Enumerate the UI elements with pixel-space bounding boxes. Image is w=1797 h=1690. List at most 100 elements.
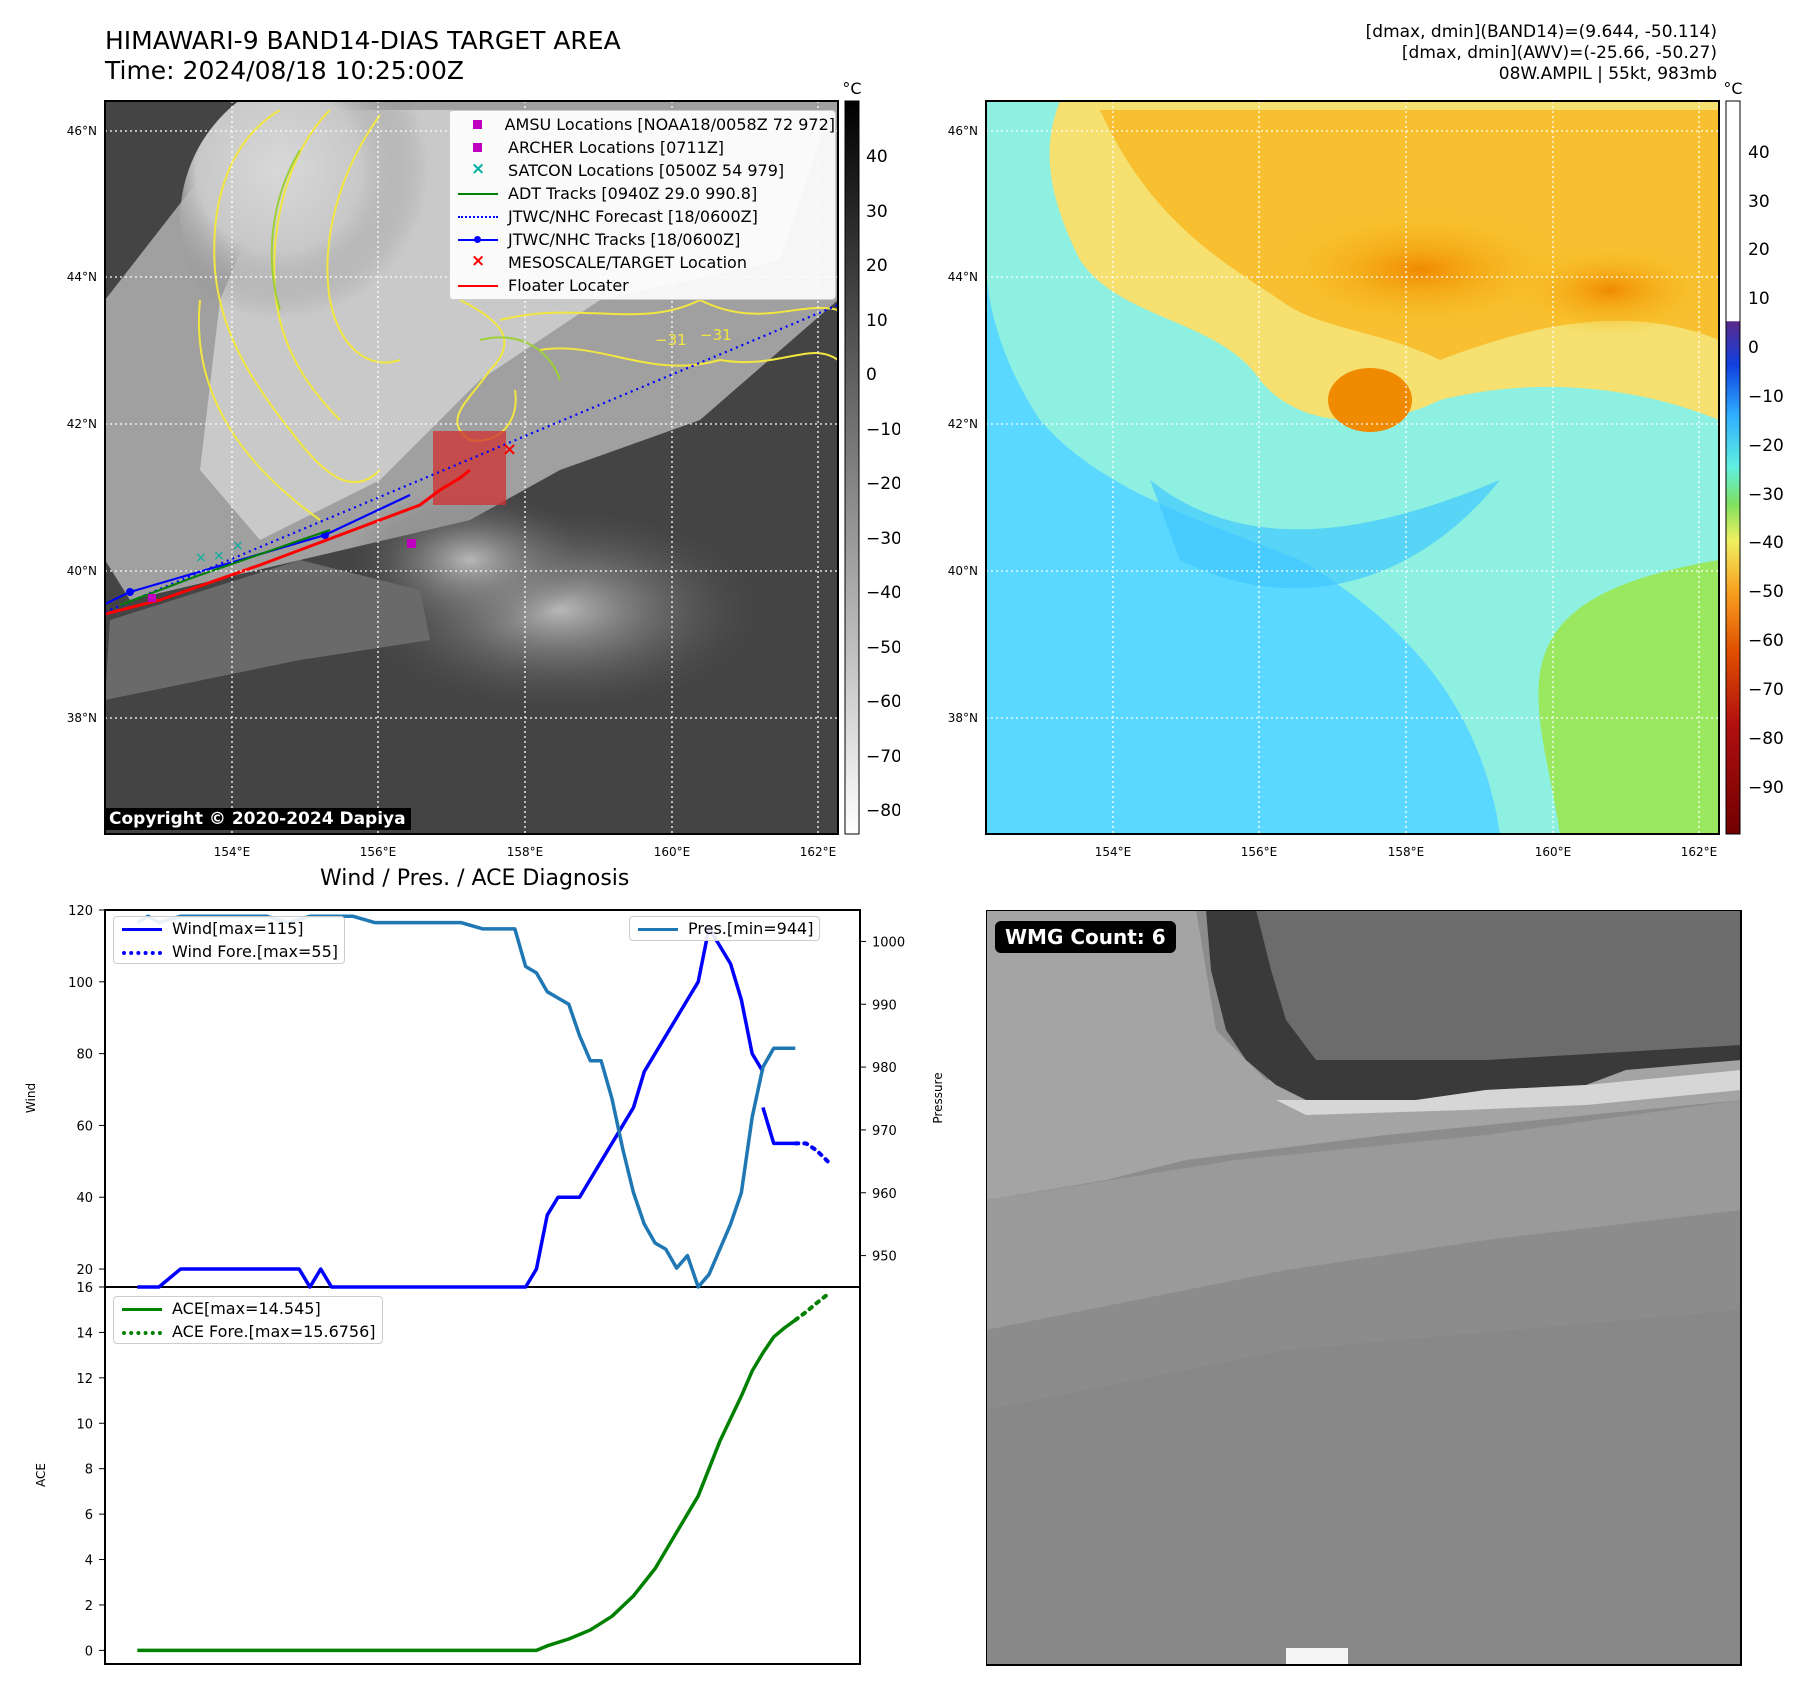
cbar-tick: 0 [1748, 338, 1759, 358]
copyright-label: Copyright © 2020-2024 Dapiya [104, 808, 411, 830]
map-legend-item: JTWC/NHC Forecast [18/0600Z] [450, 205, 835, 228]
tick-label: 0 [85, 1644, 93, 1659]
awv-lat-ticks: 46°N 44°N 42°N 40°N 38°N [948, 124, 978, 725]
ace-legend-label: ACE[max=14.545] [172, 1299, 321, 1318]
forecast-track [105, 303, 838, 614]
lat-tick: 46°N [67, 124, 97, 138]
awv-lon-ticks: 154°E 156°E 158°E 160°E 162°E [1095, 845, 1718, 859]
adt-track [119, 529, 331, 606]
wind-swatch [122, 922, 162, 936]
jtwc-track-point [126, 588, 134, 596]
tick-label: 990 [872, 998, 897, 1013]
legend-label: MESOSCALE/TARGET Location [508, 253, 747, 272]
cbar-tick: −50 [866, 638, 900, 658]
pres-legend: Pres.[min=944] [629, 916, 821, 941]
jtwc-track [105, 494, 411, 605]
wmg-bright-edge [1276, 1070, 1741, 1115]
wind-forecast-legend-label: Wind Fore.[max=55] [172, 942, 338, 961]
satcon-marker: × [213, 548, 225, 564]
lat-tick: 38°N [67, 711, 97, 725]
ir-tracks: × × × × [105, 303, 838, 616]
cbar-tick: −10 [1748, 387, 1784, 407]
legend-label: JTWC/NHC Tracks [18/0600Z] [508, 230, 741, 249]
legend-swatch [458, 187, 498, 201]
tick-label: 60 [76, 1119, 93, 1134]
pres-legend-label: Pres.[min=944] [688, 919, 814, 938]
ir-lon-ticks: 154°E 156°E 158°E 160°E 162°E [214, 845, 837, 859]
lat-tick: 44°N [948, 270, 978, 284]
tick-label: 8 [85, 1463, 93, 1478]
lon-tick: 162°E [1681, 845, 1718, 859]
pressure-series [136, 914, 796, 1289]
map-legend-item: JTWC/NHC Tracks [18/0600Z] [450, 228, 835, 251]
wind-axis-label: Wind [24, 1083, 38, 1113]
lat-tick: 44°N [67, 270, 97, 284]
cbar-tick: −20 [866, 474, 900, 494]
target-marker: × [502, 439, 517, 460]
awv-colorbar-unit: °C [1723, 79, 1742, 98]
contour-label: −31 [655, 331, 687, 349]
legend-label: AMSU Locations [NOAA18/0058Z 72 972] [504, 115, 835, 134]
legend-swatch [458, 141, 498, 155]
lat-tick: 42°N [67, 417, 97, 431]
ir-gridlines [105, 101, 838, 834]
floater-locater [105, 468, 471, 616]
cbar-tick: 20 [1748, 240, 1770, 260]
archer-marker [148, 594, 156, 602]
legend-label: Floater Locater [508, 276, 629, 295]
ace-swatch [122, 1302, 162, 1316]
legend-label: SATCON Locations [0500Z 54 979] [508, 161, 785, 180]
ace-forecast-swatch [122, 1325, 162, 1339]
map-legend-item: × SATCON Locations [0500Z 54 979] [450, 159, 835, 182]
map-legend: AMSU Locations [NOAA18/0058Z 72 972] ARCH… [449, 110, 836, 300]
cbar-tick: −20 [1748, 436, 1784, 456]
lat-tick: 38°N [948, 711, 978, 725]
chart-title: HIMAWARI-9 BAND14-DIAS TARGET AREA Time:… [105, 26, 621, 86]
lon-tick: 156°E [1241, 845, 1278, 859]
diagnosis-title: Wind / Pres. / ACE Diagnosis [320, 866, 630, 891]
amsu-marker [407, 539, 416, 548]
awv-gridlines [986, 101, 1719, 834]
tick-label: 1000 [872, 935, 905, 950]
wmg-bright-pixel [1286, 1648, 1348, 1664]
ir-map-frame [104, 100, 839, 835]
tick-label: 960 [872, 1187, 897, 1202]
tick-label: 120 [68, 904, 93, 919]
legend-swatch [458, 233, 498, 247]
title-line-2: Time: 2024/08/18 10:25:00Z [105, 56, 464, 85]
lat-tick: 46°N [948, 124, 978, 138]
cbar-tick: 40 [1748, 143, 1770, 163]
wmg-mid-band [986, 1100, 1741, 1330]
satcon-marker: × [195, 550, 207, 566]
lon-tick: 158°E [507, 845, 544, 859]
info-block: [dmax, dmin](BAND14)=(9.644, -50.114) [d… [1366, 22, 1717, 85]
awv-colorbar [1725, 100, 1741, 835]
wmg-gray-region [1256, 910, 1741, 1060]
ace-series [137, 1292, 830, 1653]
cbar-tick: −60 [866, 692, 900, 712]
pressure-ticks: 1000 990 980 970 960 950 [860, 935, 905, 1265]
tick-label: 980 [872, 1061, 897, 1076]
cbar-tick: 10 [1748, 289, 1770, 309]
cbar-tick: 20 [866, 256, 888, 276]
tick-label: 10 [76, 1417, 93, 1432]
awv-field [986, 101, 1719, 834]
map-legend-item: ADT Tracks [0940Z 29.0 990.8] [450, 182, 835, 205]
tick-label: 4 [85, 1554, 93, 1569]
cbar-tick: −70 [1748, 680, 1784, 700]
info-band14: [dmax, dmin](BAND14)=(9.644, -50.114) [1365, 22, 1717, 42]
ace-legend: ACE[max=14.545] ACE Fore.[max=15.6756] [113, 1296, 383, 1344]
tick-label: 16 [76, 1281, 93, 1296]
map-legend-item: ARCHER Locations [0711Z] [450, 136, 835, 159]
tick-label: 14 [76, 1326, 93, 1341]
cbar-tick: −50 [1748, 582, 1784, 602]
contour-label-2: −31 [700, 326, 732, 344]
wind-series [137, 926, 765, 1289]
legend-label: JTWC/NHC Forecast [18/0600Z] [508, 207, 758, 226]
ace-ticks: 16 14 12 10 8 6 4 2 0 [76, 1281, 105, 1659]
wind-ticks: 120 100 80 60 40 20 [68, 904, 105, 1278]
wind-pres-series [136, 914, 830, 1289]
info-storm: 08W.AMPIL | 55kt, 983mb [1498, 64, 1717, 84]
lon-tick: 154°E [214, 845, 251, 859]
ir-colorbar-unit: °C [842, 79, 861, 98]
